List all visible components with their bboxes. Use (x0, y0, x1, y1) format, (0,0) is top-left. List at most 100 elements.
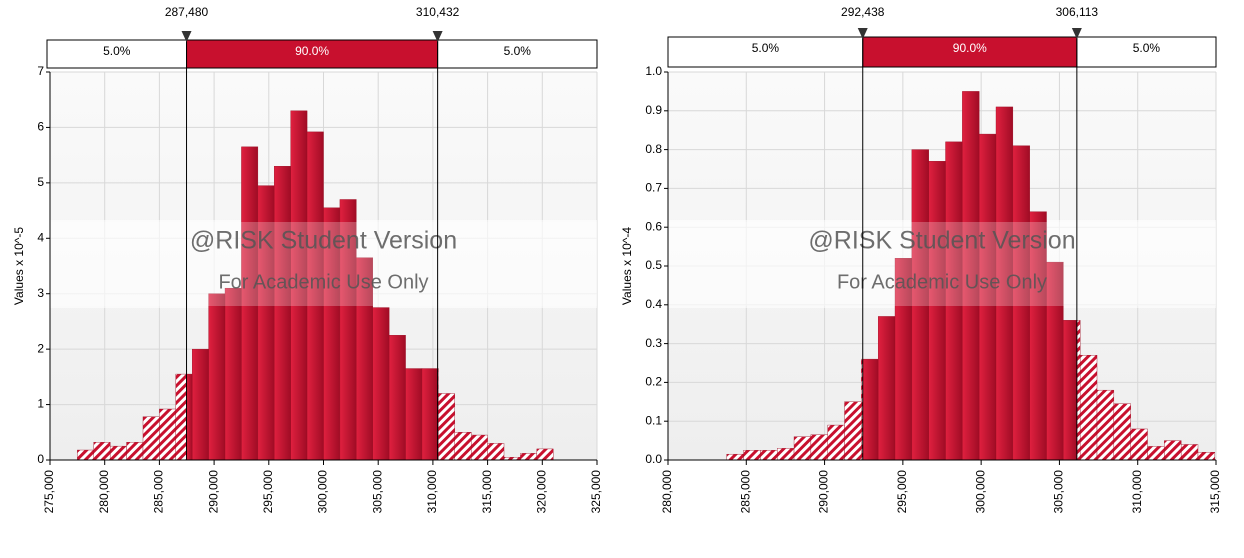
bar (726, 453, 744, 461)
y-tick-label: 3 (37, 286, 44, 300)
x-tick-label: 285,000 (152, 470, 166, 514)
y-tick-label: 0.4 (645, 297, 662, 311)
bar (862, 358, 879, 461)
x-tick-label: 315,000 (1208, 470, 1222, 514)
watermark-overlay (668, 222, 1216, 306)
x-tick-label: 310,000 (425, 470, 439, 514)
bar (810, 434, 828, 461)
bar (1130, 428, 1148, 461)
bar (109, 445, 127, 461)
band-label: 5.0% (1133, 41, 1161, 55)
band-label: 5.0% (752, 41, 780, 55)
bar (1197, 452, 1216, 461)
bar (208, 293, 226, 461)
x-tick-label: 290,000 (206, 470, 220, 514)
bar (777, 448, 795, 461)
bar (388, 335, 406, 461)
band-label: 5.0% (103, 44, 131, 58)
x-tick-label: 295,000 (895, 470, 909, 514)
y-tick-label: 0 (37, 452, 44, 466)
bar (405, 368, 423, 461)
x-tick-label: 320,000 (534, 470, 548, 514)
watermark-overlay (50, 222, 597, 306)
histogram-chart: 275,000 280,000 285,000 290,000 295,000 300,0… (12, 5, 603, 513)
bar (877, 316, 896, 461)
bar (192, 348, 209, 461)
bar (1147, 446, 1165, 461)
marker-label: 306,113 (1056, 5, 1099, 19)
bar (77, 449, 94, 461)
x-tick-label: 275,000 (42, 470, 56, 514)
marker-triangle (1071, 28, 1082, 39)
bar (760, 450, 778, 461)
bar (372, 307, 390, 461)
bar (438, 393, 455, 461)
marker-label: 292,438 (841, 5, 885, 19)
histogram-chart: 280,000 285,000 290,000 295,000 300,000 305,0… (620, 5, 1222, 513)
y-tick-label: 0.3 (645, 336, 662, 350)
x-tick-label: 285,000 (738, 470, 752, 514)
band-middle (186, 39, 439, 69)
marker-triangle (181, 31, 192, 42)
marker-label: 287,480 (165, 5, 209, 19)
bar (1079, 355, 1098, 461)
y-axis-label: Values x 10^-4 (620, 227, 634, 305)
bar (743, 450, 761, 461)
y-tick-label: 0.2 (645, 375, 662, 389)
bar (224, 287, 242, 461)
x-tick-label: 295,000 (261, 470, 275, 514)
watermark-subtitle: For Academic Use Only (837, 271, 1047, 293)
y-tick-label: 0.1 (645, 413, 662, 427)
bar (93, 442, 111, 461)
bar (175, 373, 187, 461)
marker-label: 310,432 (416, 5, 460, 19)
y-tick-label: 1 (37, 397, 44, 411)
y-tick-label: 0.6 (645, 219, 662, 233)
bar (1180, 444, 1199, 461)
bar (520, 453, 538, 461)
band-label: 90.0% (953, 41, 987, 55)
watermark-title: @RISK Student Version (190, 227, 457, 255)
y-axis-label: Values x 10^-5 (12, 227, 26, 305)
band-label: 5.0% (504, 44, 532, 58)
y-tick-label: 5 (37, 175, 44, 189)
bar (1063, 320, 1078, 461)
band-middle (862, 36, 1078, 68)
watermark-subtitle: For Academic Use Only (218, 271, 428, 293)
x-tick-label: 315,000 (480, 470, 494, 514)
x-tick-label: 300,000 (973, 470, 987, 514)
y-tick-label: 6 (37, 120, 44, 134)
x-tick-label: 280,000 (660, 470, 674, 514)
x-tick-label: 310,000 (1130, 470, 1144, 514)
x-tick-label: 290,000 (817, 470, 831, 514)
x-tick-label: 300,000 (316, 470, 330, 514)
marker-triangle (857, 28, 868, 39)
bar (844, 401, 862, 461)
bar (928, 161, 946, 461)
y-tick-label: 0.7 (645, 181, 662, 195)
band-label: 90.0% (295, 44, 329, 58)
y-tick-label: 4 (37, 230, 44, 244)
y-tick-label: 0.9 (645, 103, 662, 117)
watermark-title: @RISK Student Version (808, 227, 1075, 255)
bar (1096, 389, 1115, 461)
y-tick-label: 0.0 (645, 452, 662, 466)
bar (142, 416, 160, 461)
x-tick-label: 305,000 (1052, 470, 1066, 514)
bar (470, 434, 488, 461)
bar (126, 442, 144, 461)
bar (536, 448, 554, 461)
bar (421, 368, 438, 461)
marker-triangle (432, 31, 443, 42)
y-tick-label: 7 (37, 64, 44, 78)
bar (793, 436, 812, 461)
x-tick-label: 280,000 (97, 470, 111, 514)
bar (1113, 403, 1131, 461)
y-tick-label: 0.8 (645, 142, 662, 156)
y-tick-label: 0.5 (645, 258, 662, 272)
bar (827, 424, 845, 461)
bar (159, 408, 177, 461)
bar (487, 443, 505, 461)
